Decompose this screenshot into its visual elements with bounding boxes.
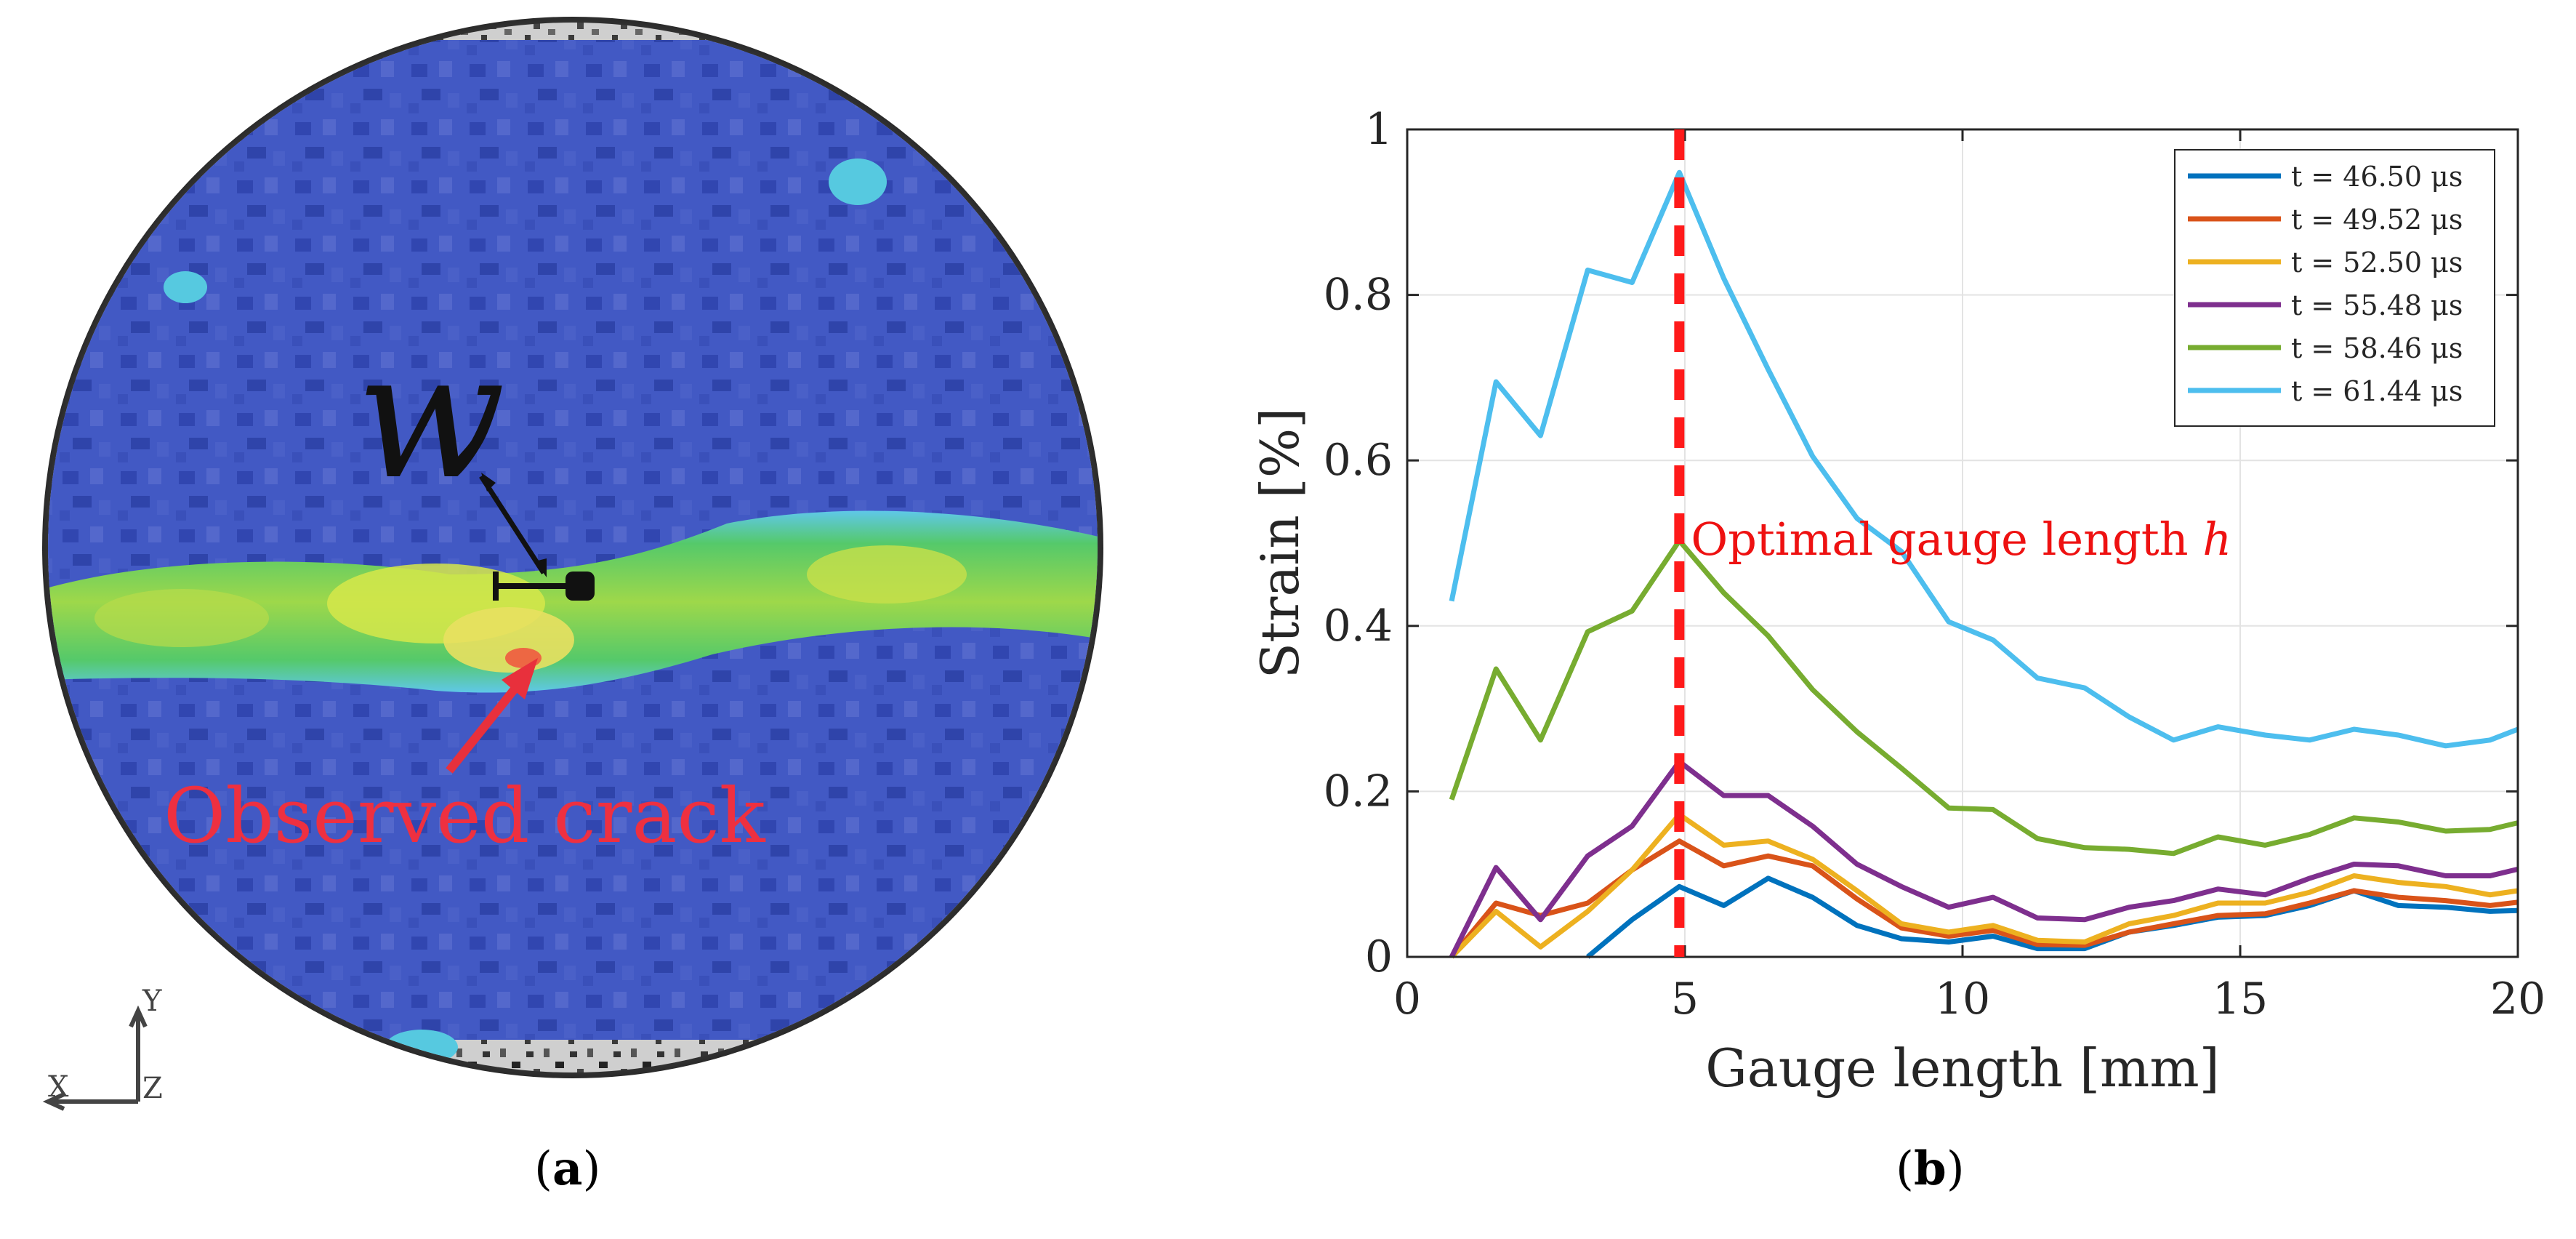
legend-label-5: t = 58.46 μs	[2291, 332, 2463, 364]
x-tick-label: 5	[1671, 974, 1699, 1025]
y-tick-label: 1	[1365, 104, 1393, 155]
legend-label-1: t = 46.50 μs	[2291, 161, 2463, 193]
caption-b: (b)	[1896, 1142, 1965, 1196]
width-symbol: w	[356, 314, 505, 518]
caption-a: (a)	[534, 1142, 601, 1196]
y-axis-label: Strain [%]	[1249, 408, 1311, 678]
panel-a-dic-image: w Observed crack Y X Z	[0, 0, 1134, 1239]
panel-b-strain-chart: 0 5 10 15 20 0 0.2 0.4 0.6 0.8 1 Gauge length [mm] S…	[1134, 0, 2576, 1239]
strain-chart: 0 5 10 15 20 0 0.2 0.4 0.6 0.8 1 Gauge length [mm] S…	[1249, 104, 2545, 1099]
legend-label-3: t = 52.50 μs	[2291, 246, 2463, 278]
coordinate-axes-icon	[42, 1005, 148, 1111]
dic-strain-field: w Observed crack Y X Z	[42, 17, 1103, 1111]
x-tick-label: 10	[1935, 974, 1990, 1025]
width-leader-line	[479, 475, 546, 574]
x-axis-label: Gauge length [mm]	[1705, 1038, 2219, 1099]
legend-box	[2174, 149, 2495, 427]
y-tick-label: 0.8	[1324, 270, 1393, 321]
y-tick-label: 0	[1365, 931, 1393, 982]
strain-field-background	[48, 40, 1098, 1040]
legend-label-6: t = 61.44 μs	[2291, 375, 2463, 407]
series-line-5	[1449, 538, 2519, 857]
observed-crack-label: Observed crack	[164, 771, 766, 860]
x-tick-label: 0	[1393, 974, 1421, 1025]
series-line-4	[1449, 758, 2519, 958]
legend-label-4: t = 55.48 μs	[2291, 289, 2463, 321]
x-tick-label: 20	[2490, 974, 2545, 1025]
axis-z-label: Z	[142, 1072, 163, 1105]
y-tick-label: 0.4	[1324, 601, 1393, 651]
optimal-gauge-annotation: Optimal gauge length h	[1691, 513, 2231, 566]
series-line-1	[1586, 875, 2519, 959]
axis-x-label: X	[48, 1070, 69, 1104]
series-line-6	[1449, 169, 2519, 749]
legend-label-2: t = 49.52 μs	[2291, 204, 2463, 236]
axis-y-label: Y	[142, 985, 162, 1018]
x-tick-label: 15	[2213, 974, 2268, 1025]
series-line-3	[1449, 811, 2519, 959]
y-tick-label: 0.6	[1324, 435, 1393, 486]
y-tick-label: 0.2	[1324, 766, 1393, 817]
